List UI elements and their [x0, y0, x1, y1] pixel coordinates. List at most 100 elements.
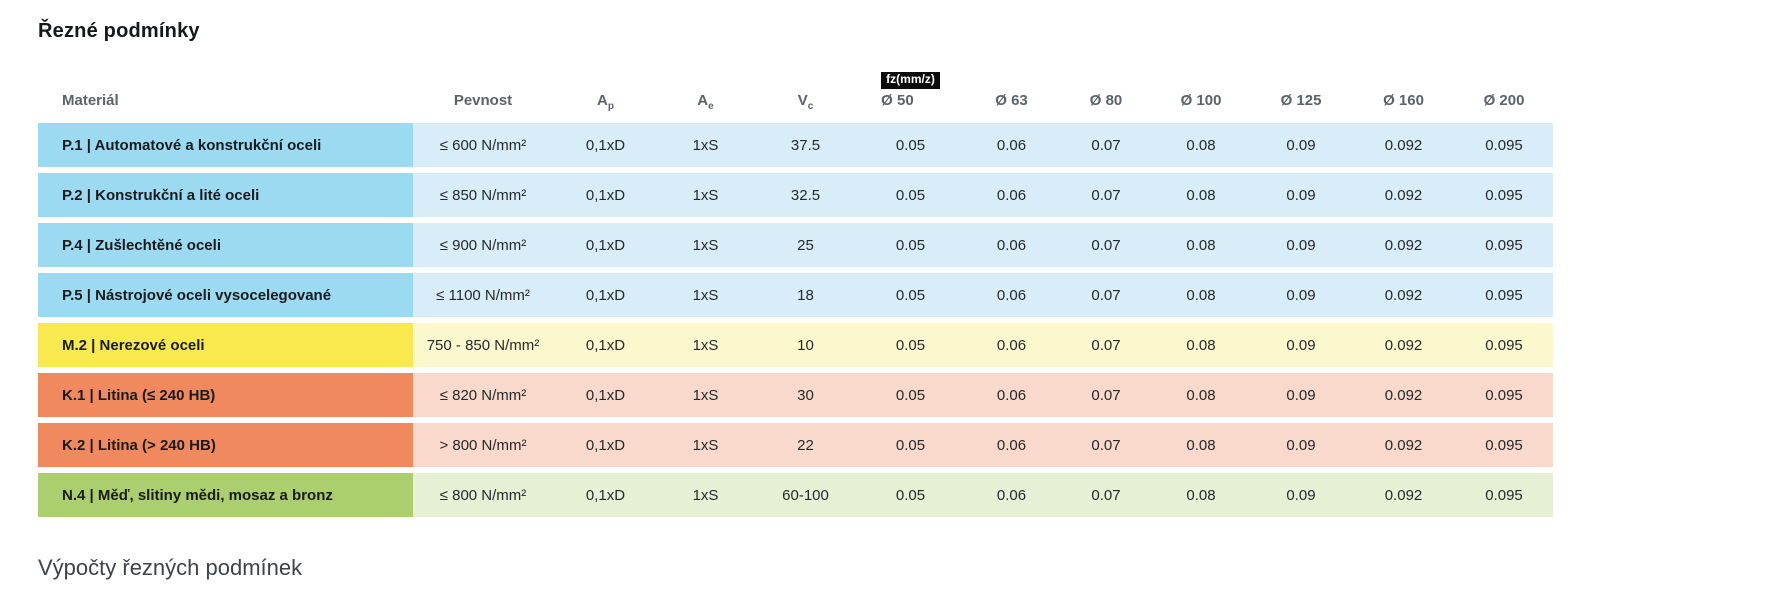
- fz-cell-160: 0.092: [1352, 473, 1455, 517]
- header-dia-160: Ø 160: [1383, 92, 1424, 109]
- ap-cell: 0,1xD: [553, 173, 658, 217]
- header-dia-200: Ø 200: [1483, 92, 1525, 109]
- fz-cell-50: 0.05: [858, 273, 963, 317]
- fz-cell-80: 0.07: [1060, 373, 1152, 417]
- fz-cell-63: 0.06: [963, 273, 1060, 317]
- table-body: P.1 | Automatové a konstrukční oceli ≤ 6…: [38, 123, 1553, 517]
- fz-cell-125: 0.09: [1250, 173, 1352, 217]
- ae-cell: 1xS: [658, 323, 753, 367]
- fz-cell-200: 0.095: [1455, 473, 1553, 517]
- table-row: P.2 | Konstrukční a lité oceli ≤ 850 N/m…: [38, 173, 1553, 217]
- vc-cell: 18: [753, 273, 858, 317]
- fz-cell-125: 0.09: [1250, 323, 1352, 367]
- table-row: P.5 | Nástrojové oceli vysocelegované ≤ …: [38, 273, 1553, 317]
- fz-cell-50: 0.05: [858, 223, 963, 267]
- fz-cell-50: 0.05: [858, 473, 963, 517]
- material-cell: N.4 | Měď, slitiny mědi, mosaz a bronz: [38, 473, 413, 517]
- ae-cell: 1xS: [658, 423, 753, 467]
- header-ap-base: A: [597, 92, 608, 109]
- ae-cell: 1xS: [658, 223, 753, 267]
- header-material: Materiál: [62, 92, 119, 109]
- fz-cell-200: 0.095: [1455, 273, 1553, 317]
- fz-cell-63: 0.06: [963, 323, 1060, 367]
- ae-cell: 1xS: [658, 123, 753, 167]
- header-ae-base: A: [697, 92, 709, 109]
- fz-cell-80: 0.07: [1060, 423, 1152, 467]
- fz-cell-200: 0.095: [1455, 173, 1553, 217]
- fz-cell-80: 0.07: [1060, 273, 1152, 317]
- header-row: Materiál Pevnost Ap Ae Vc fz(mm/z) Ø 50 …: [38, 57, 1553, 117]
- material-cell: P.4 | Zušlechtěné oceli: [38, 223, 413, 267]
- fz-cell-100: 0.08: [1152, 123, 1250, 167]
- material-cell: M.2 | Nerezové oceli: [38, 323, 413, 367]
- fz-cell-63: 0.06: [963, 473, 1060, 517]
- fz-cell-125: 0.09: [1250, 123, 1352, 167]
- fz-cell-100: 0.08: [1152, 323, 1250, 367]
- table-header: Materiál Pevnost Ap Ae Vc fz(mm/z) Ø 50 …: [38, 57, 1553, 117]
- header-vc: Vc: [753, 57, 858, 117]
- cutting-conditions-table: Materiál Pevnost Ap Ae Vc fz(mm/z) Ø 50 …: [38, 51, 1553, 523]
- header-vc-sub: c: [807, 101, 814, 112]
- ap-cell: 0,1xD: [553, 123, 658, 167]
- fz-cell-200: 0.095: [1455, 323, 1553, 367]
- fz-cell-100: 0.08: [1152, 373, 1250, 417]
- fz-cell-50: 0.05: [858, 373, 963, 417]
- ap-cell: 0,1xD: [553, 423, 658, 467]
- header-ap-sub: p: [607, 101, 614, 112]
- header-dia-50: fz(mm/z) Ø 50: [858, 57, 963, 117]
- ae-cell: 1xS: [658, 373, 753, 417]
- fz-unit-badge: fz(mm/z): [881, 72, 940, 89]
- fz-cell-63: 0.06: [963, 423, 1060, 467]
- fz-cell-63: 0.06: [963, 123, 1060, 167]
- table-row: M.2 | Nerezové oceli 750 - 850 N/mm² 0,1…: [38, 323, 1553, 367]
- header-dia-100: Ø 100: [1180, 92, 1222, 109]
- table-row: K.2 | Litina (> 240 HB) > 800 N/mm² 0,1x…: [38, 423, 1553, 467]
- material-cell: P.1 | Automatové a konstrukční oceli: [38, 123, 413, 167]
- material-cell: P.5 | Nástrojové oceli vysocelegované: [38, 273, 413, 317]
- pevnost-cell: 750 - 850 N/mm²: [413, 323, 553, 367]
- fz-cell-125: 0.09: [1250, 473, 1352, 517]
- vc-cell: 25: [753, 223, 858, 267]
- vc-cell: 32.5: [753, 173, 858, 217]
- ap-cell: 0,1xD: [553, 223, 658, 267]
- pevnost-cell: ≤ 600 N/mm²: [413, 123, 553, 167]
- pevnost-cell: ≤ 900 N/mm²: [413, 223, 553, 267]
- fz-cell-100: 0.08: [1152, 223, 1250, 267]
- fz-cell-80: 0.07: [1060, 173, 1152, 217]
- ae-cell: 1xS: [658, 173, 753, 217]
- ae-cell: 1xS: [658, 273, 753, 317]
- fz-cell-160: 0.092: [1352, 373, 1455, 417]
- ap-cell: 0,1xD: [553, 473, 658, 517]
- fz-cell-63: 0.06: [963, 373, 1060, 417]
- fz-cell-50: 0.05: [858, 323, 963, 367]
- fz-cell-200: 0.095: [1455, 223, 1553, 267]
- material-cell: P.2 | Konstrukční a lité oceli: [38, 173, 413, 217]
- header-ae: Ae: [658, 57, 753, 117]
- pevnost-cell: > 800 N/mm²: [413, 423, 553, 467]
- header-dia-80: Ø 80: [1089, 92, 1123, 109]
- pevnost-cell: ≤ 800 N/mm²: [413, 473, 553, 517]
- header-ae-sub: e: [708, 101, 714, 112]
- vc-cell: 22: [753, 423, 858, 467]
- fz-cell-80: 0.07: [1060, 123, 1152, 167]
- fz-cell-63: 0.06: [963, 173, 1060, 217]
- fz-cell-50: 0.05: [858, 423, 963, 467]
- vc-cell: 60-100: [753, 473, 858, 517]
- ap-cell: 0,1xD: [553, 373, 658, 417]
- fz-cell-160: 0.092: [1352, 323, 1455, 367]
- header-pevnost: Pevnost: [453, 92, 513, 109]
- fz-cell-100: 0.08: [1152, 173, 1250, 217]
- fz-cell-80: 0.07: [1060, 473, 1152, 517]
- table-row: P.1 | Automatové a konstrukční oceli ≤ 6…: [38, 123, 1553, 167]
- header-ap: Ap: [553, 57, 658, 117]
- fz-cell-100: 0.08: [1152, 423, 1250, 467]
- fz-cell-200: 0.095: [1455, 423, 1553, 467]
- fz-cell-160: 0.092: [1352, 273, 1455, 317]
- pevnost-cell: ≤ 1100 N/mm²: [413, 273, 553, 317]
- fz-cell-80: 0.07: [1060, 323, 1152, 367]
- ae-cell: 1xS: [658, 473, 753, 517]
- ap-cell: 0,1xD: [553, 323, 658, 367]
- pevnost-cell: ≤ 820 N/mm²: [413, 373, 553, 417]
- fz-cell-125: 0.09: [1250, 223, 1352, 267]
- vc-cell: 37.5: [753, 123, 858, 167]
